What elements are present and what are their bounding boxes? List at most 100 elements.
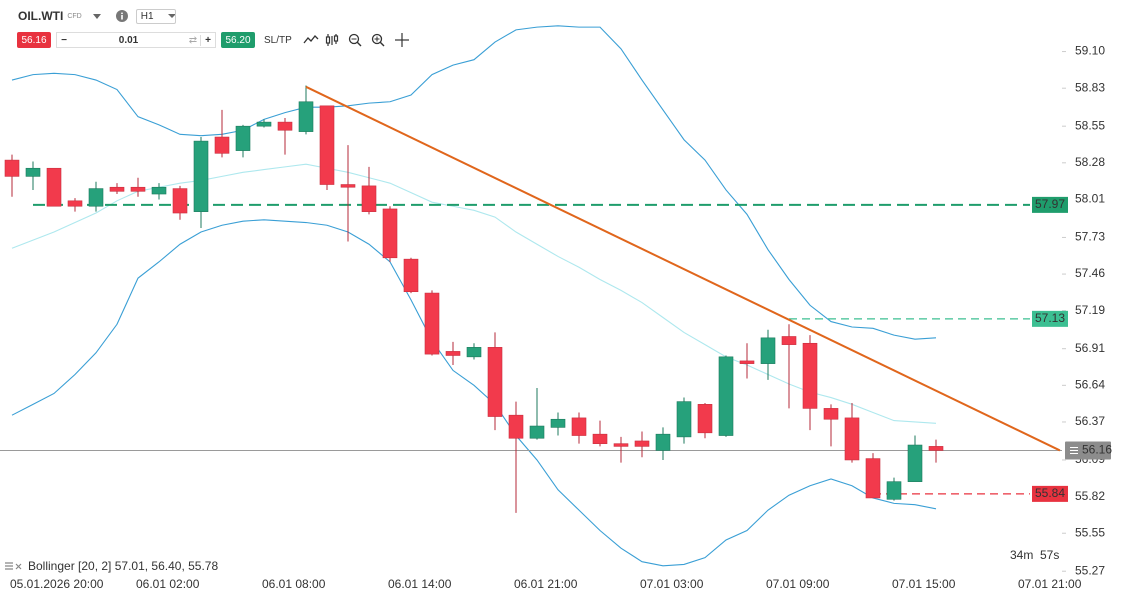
- candle-body: [403, 258, 419, 293]
- y-tick-label: 55.82: [1075, 489, 1105, 503]
- candle-body: [823, 408, 839, 420]
- x-tick-label: 06.01 08:00: [262, 577, 326, 591]
- x-tick-label: 06.01 02:00: [136, 577, 200, 591]
- level-label: 57.13: [1035, 311, 1065, 325]
- bollinger-lower: [11, 219, 937, 567]
- level-label: 57.97: [1035, 197, 1065, 211]
- x-tick-label: 07.01 09:00: [766, 577, 830, 591]
- candle-body: [340, 184, 356, 188]
- candle-body: [928, 446, 944, 451]
- dropdown-arrow: [167, 14, 175, 18]
- y-tick-label: 56.37: [1075, 414, 1105, 428]
- candle-body: [214, 136, 230, 154]
- dropdown-arrow[interactable]: [92, 12, 102, 20]
- candle-body: [466, 347, 482, 358]
- candle-body: [592, 433, 608, 444]
- candle-body: [613, 443, 629, 447]
- level-label-box: [1032, 485, 1068, 502]
- x-tick-label: 07.01 21:00: [1018, 577, 1082, 591]
- symbol-bar: OIL.WTI CFD H1: [18, 7, 176, 25]
- volume[interactable]: 0.01: [118, 34, 139, 46]
- candle-body: [256, 121, 272, 127]
- x-tick-label: 06.01 14:00: [388, 577, 452, 591]
- candle-body: [886, 481, 902, 500]
- plus-button[interactable]: +: [200, 34, 215, 46]
- countdown-seconds: 57s: [1040, 548, 1059, 562]
- y-tick-label: 56.64: [1075, 378, 1105, 392]
- candle-body: [487, 347, 503, 417]
- current-price-box: [1065, 441, 1111, 460]
- candle-body: [25, 167, 41, 177]
- candle-body: [109, 186, 125, 192]
- candle-body: [676, 401, 692, 438]
- candle-body: [193, 140, 209, 212]
- timeframe: H1: [140, 10, 154, 22]
- price-axis: [1062, 0, 1134, 599]
- x-tick-label: 06.01 21:00: [514, 577, 578, 591]
- x-tick-label: 05.01.2026 20:00: [10, 577, 104, 591]
- info-icon[interactable]: [115, 10, 128, 22]
- candle-body: [172, 188, 188, 214]
- sell-button[interactable]: 56.16: [17, 32, 51, 48]
- candle-body: [4, 159, 20, 177]
- candle-body: [88, 188, 104, 207]
- timeframe-select[interactable]: H1: [135, 8, 176, 24]
- current-price-icon: [1070, 446, 1078, 454]
- candle-body: [529, 425, 545, 439]
- tool-icons[interactable]: [302, 32, 422, 48]
- bollinger-upper: [11, 25, 937, 340]
- candle-body: [550, 418, 566, 428]
- countdown-minutes: 34m: [1010, 548, 1033, 562]
- candle-body: [151, 186, 167, 195]
- legend-icon: [5, 562, 13, 570]
- candle-body: [865, 458, 881, 499]
- symbol-kind: CFD: [67, 12, 82, 20]
- candle-body: [760, 337, 776, 364]
- candle-body: [571, 417, 587, 436]
- candle-body: [277, 121, 293, 131]
- bollinger-middle: [11, 163, 937, 424]
- candle-body: [844, 417, 860, 461]
- trade-bar: 56.16 − 0.01 ⇄ + 56.20 SL/TP: [17, 32, 422, 48]
- buy-button[interactable]: 56.20: [221, 32, 255, 48]
- x-tick-label: 07.01 15:00: [892, 577, 956, 591]
- y-tick-label: 58.01: [1075, 192, 1105, 206]
- y-tick-label: 57.46: [1075, 266, 1105, 280]
- level-label-box: [1032, 196, 1068, 213]
- y-tick-label: 55.55: [1075, 525, 1105, 539]
- candle-body: [319, 105, 335, 185]
- swap-icon[interactable]: ⇄: [188, 34, 198, 46]
- candle-body: [802, 342, 818, 409]
- sltp-button[interactable]: SL/TP: [264, 34, 292, 46]
- y-tick-label: 58.55: [1075, 118, 1105, 132]
- candle-body: [382, 208, 398, 259]
- candle-body: [907, 444, 923, 482]
- y-tick-label: 59.10: [1075, 44, 1105, 58]
- current-price-label: 56.16: [1082, 443, 1112, 457]
- candle-body: [655, 433, 671, 451]
- trendline: [305, 85, 1061, 452]
- candle-body: [298, 101, 314, 132]
- candle-body: [634, 440, 650, 447]
- candle-body: [445, 351, 461, 356]
- volume-box: − 0.01 ⇄ +: [56, 32, 216, 48]
- candle-body: [67, 200, 83, 207]
- y-tick-label: 58.83: [1075, 80, 1105, 94]
- candle-body: [46, 167, 62, 207]
- y-tick-label: 58.28: [1075, 155, 1105, 169]
- candle-body: [739, 360, 755, 364]
- minus-button[interactable]: −: [61, 34, 67, 46]
- symbol[interactable]: OIL.WTI: [18, 9, 64, 23]
- candle-body: [361, 185, 377, 212]
- y-tick-label: 56.91: [1075, 341, 1105, 355]
- level-label: 55.84: [1035, 486, 1065, 500]
- candle-body: [235, 125, 251, 151]
- y-tick-label: 57.73: [1075, 230, 1105, 244]
- candle-body: [508, 414, 524, 439]
- candle-body: [424, 292, 440, 355]
- indicator-legend: Bollinger [20, 2] 57.01, 56.40, 55.78: [28, 559, 218, 573]
- y-tick-label: 55.27: [1075, 563, 1105, 577]
- candle-body: [130, 186, 146, 192]
- level-label-box: [1032, 310, 1068, 327]
